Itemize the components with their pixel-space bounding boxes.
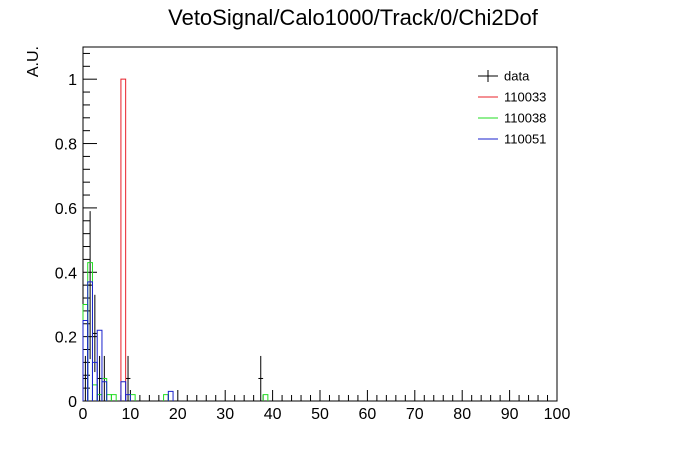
y-tick-label: 0 [68, 394, 77, 411]
x-tick-label: 50 [311, 406, 329, 423]
plot-frame [82, 46, 558, 402]
series-110038 [82, 262, 269, 401]
series-data [83, 211, 264, 401]
series-110051 [82, 281, 174, 401]
legend: data 110033 110038 110051 [478, 69, 546, 147]
hist-bin [101, 381, 108, 401]
x-tick-label: 10 [122, 406, 140, 423]
axis-ticks: 0 10 20 30 40 50 60 70 80 90 100 0 0.2 0.4 0.6 0.8 1 [55, 52, 571, 423]
x-tick-label: 20 [169, 406, 187, 423]
legend-entry: data [504, 69, 530, 84]
hist-bin [110, 394, 117, 401]
x-tick-label: 100 [544, 406, 571, 423]
x-tick-label: 90 [501, 406, 519, 423]
hist-bin [125, 394, 131, 401]
y-tick-label: 0.2 [55, 330, 77, 347]
series-110033 [120, 78, 127, 401]
hist-bin [120, 381, 127, 401]
x-tick-label: 40 [264, 406, 282, 423]
hist-bin [167, 390, 174, 401]
y-tick-label: 0.6 [55, 201, 77, 218]
legend-entry: 110038 [504, 111, 546, 126]
plot-border [82, 46, 558, 402]
hist-bin [106, 394, 112, 401]
x-tick-label: 60 [359, 406, 377, 423]
x-tick-label: 0 [79, 406, 88, 423]
hist-bin [91, 384, 98, 401]
hist-bin [120, 78, 127, 401]
hist-bin [163, 394, 169, 401]
chart-title: VetoSignal/Calo1000/Track/0/Chi2Dof [168, 5, 539, 30]
y-axis-label: A.U. [25, 46, 42, 77]
x-tick-label: 70 [406, 406, 424, 423]
x-tick-label: 80 [453, 406, 471, 423]
x-tick-label: 30 [216, 406, 234, 423]
hist-bin [87, 281, 93, 401]
y-tick-label: 0.4 [55, 265, 77, 282]
hist-bin [262, 394, 269, 401]
plot-series [82, 78, 269, 401]
legend-entry: 110051 [504, 132, 546, 147]
hist-bin [96, 329, 103, 401]
y-tick-label: 0.8 [55, 137, 77, 154]
y-tick-label: 1 [68, 72, 77, 89]
legend-entry: 110033 [504, 90, 546, 105]
hist-bin [129, 394, 136, 401]
